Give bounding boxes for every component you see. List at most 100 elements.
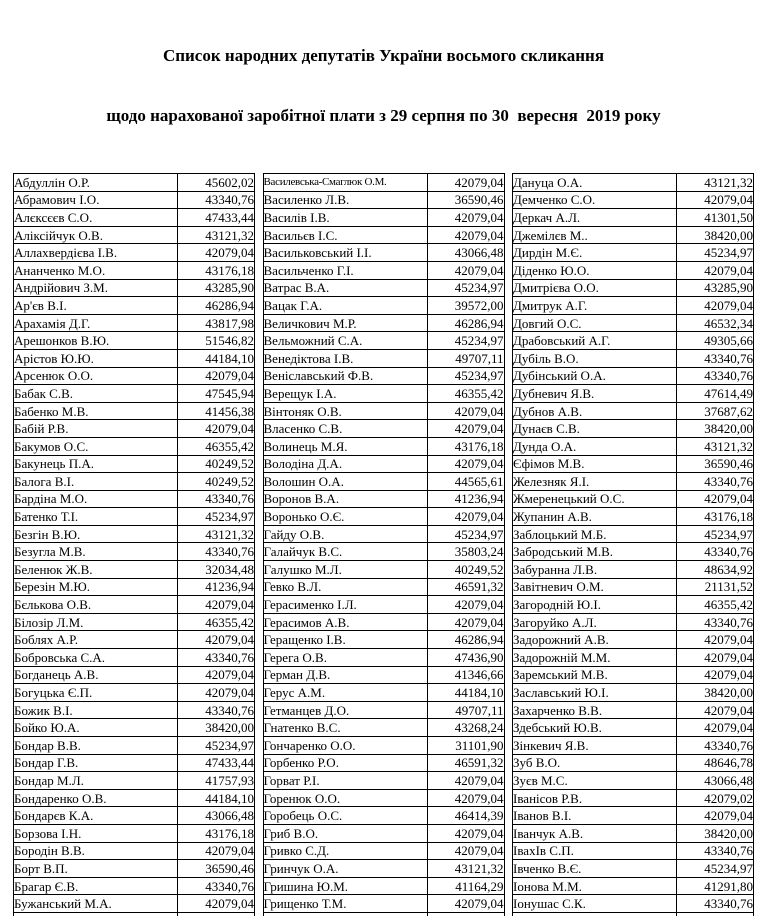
deputy-name-cell: Балога В.І. xyxy=(13,472,178,491)
table-row: Василевська-Смаглюк О.М. 42079,04 xyxy=(262,173,505,192)
table-row: Гривко С.Д. 42079,04 xyxy=(262,841,505,861)
deputy-name-cell: Арсенюк О.О. xyxy=(13,366,178,386)
deputy-name-cell: Бондарєв К.А. xyxy=(13,806,178,825)
deputy-name-cell: Іонушас С.К. xyxy=(512,894,677,913)
table-row: Іоффе Ю.Я.43340,76 xyxy=(512,911,754,916)
deputy-name-cell: Дубіль В.О. xyxy=(512,348,677,368)
salary-amount-cell: 42079,04 xyxy=(177,894,255,913)
table-row: Бакунець П.А. 40249,52 xyxy=(13,454,255,474)
deputy-name-cell: Безгін В.Ю. xyxy=(13,524,178,544)
deputy-name-cell: Волошин О.А. xyxy=(262,472,428,491)
table-row: Вацак Г.А. 39572,00 xyxy=(262,296,505,315)
salary-amount-cell: 43121,32 xyxy=(177,225,255,245)
table-row: Воронов В.А. 41236,94 xyxy=(262,489,505,509)
table-row: Абдуллін О.Р. 45602,02 xyxy=(13,173,255,192)
table-row: Івченко В.Є. 45234,97 xyxy=(512,859,754,878)
table-row: Зуб В.О. 48646,78 xyxy=(512,753,754,773)
deputy-name-cell: Забродський М.В. xyxy=(512,542,677,562)
salary-amount-cell: 46355,42 xyxy=(676,595,754,614)
table-row: Демченко С.О. 42079,04 xyxy=(512,190,754,210)
table-row: Бородін В.В. 42079,04 xyxy=(13,841,255,861)
table-row: Богданець А.В. 42079,04 xyxy=(13,665,255,685)
salary-amount-cell: 42079,04 xyxy=(177,683,255,702)
salary-amount-cell: 42079,04 xyxy=(426,419,505,438)
deputy-name-cell: Божик В.І. xyxy=(13,700,178,720)
table-row: Власенко С.В. 42079,04 xyxy=(262,419,505,438)
table-row: Дубнов А.В. 37687,62 xyxy=(512,401,754,421)
deputy-name-cell: Аліксійчук О.В. xyxy=(13,225,178,245)
deputy-name-cell: Бондаренко О.В. xyxy=(13,788,178,808)
salary-amount-cell: 45234,97 xyxy=(676,524,754,544)
deputy-name-cell: Вацак Г.А. xyxy=(262,296,428,315)
table-row: Джемілєв М.. 38420,00 xyxy=(512,225,754,245)
salary-amount-cell: 44565,61 xyxy=(426,472,505,491)
deputy-name-cell: Дубневич Я.В. xyxy=(512,384,677,403)
salary-amount-cell: 42079,04 xyxy=(676,665,754,685)
salary-amount-cell: 46591,32 xyxy=(426,577,505,597)
table-row: Захарченко В.В. 42079,04 xyxy=(512,700,754,720)
table-row: Бондаренко О.В. 44184,10 xyxy=(13,788,255,808)
table-row: Андрійович З.М. 43285,90 xyxy=(13,278,255,298)
salary-amount-cell: 45234,97 xyxy=(426,524,505,544)
table-row: Арахамія Д.Г. 43817,98 xyxy=(13,313,255,333)
deputy-name-cell: Горобець О.С. xyxy=(262,806,428,825)
table-row: Герасимов А.В. 42079,04 xyxy=(262,612,505,632)
table-row: Гринчук О.А. 43121,32 xyxy=(262,859,505,878)
table-row: Загоруйко А.Л. 43340,76 xyxy=(512,612,754,632)
table-row: Зінкевич Я.В. 43340,76 xyxy=(512,736,754,755)
table-row: Дануца О.А. 43121,32 xyxy=(512,173,754,192)
salary-amount-cell: 46286,94 xyxy=(177,296,255,315)
table-row: Герега О.В. 47436,90 xyxy=(262,648,505,667)
deputy-name-cell: Ватрас В.А. xyxy=(262,278,428,298)
table-row: Величкович М.Р. 46286,94 xyxy=(262,313,505,333)
deputy-name-cell: Бакумов О.С. xyxy=(13,436,178,456)
table-row: Горобець О.С. 46414,39 xyxy=(262,806,505,825)
table-row: Іванчук А.В. 38420,00 xyxy=(512,823,754,843)
salary-amount-cell: 43340,76 xyxy=(676,894,754,913)
deputy-name-cell: Безугла М.В. xyxy=(13,542,178,562)
salary-amount-cell: 45234,97 xyxy=(676,859,754,878)
table-row: Васильєв І.С. 42079,04 xyxy=(262,225,505,245)
table-row: Вінтоняк О.В. 42079,04 xyxy=(262,401,505,421)
deputy-name-cell: Волинець М.Я. xyxy=(262,436,428,456)
salary-amount-cell: 41236,94 xyxy=(177,577,255,597)
table-row: Дмитрієва О.О. 43285,90 xyxy=(512,278,754,298)
deputy-name-cell: Березін М.Ю. xyxy=(13,577,178,597)
deputy-name-cell: Заремський М.В. xyxy=(512,665,677,685)
salary-amount-cell: 31101,90 xyxy=(426,736,505,755)
deputy-name-cell: Гринчук О.А. xyxy=(262,859,428,878)
deputy-name-cell: Грищенко Т.М. xyxy=(262,894,428,913)
salary-amount-cell: 42079,04 xyxy=(426,507,505,526)
deputy-name-cell: Дмитрієва О.О. xyxy=(512,278,677,298)
table-row: Брагар Є.В. 43340,76 xyxy=(13,876,255,896)
salary-amount-cell: 49707,11 xyxy=(426,700,505,720)
deputy-name-cell: Борт В.П. xyxy=(13,859,178,878)
salary-amount-cell: 41301,50 xyxy=(676,208,754,227)
deputy-name-cell: Алєксєєв С.О. xyxy=(13,208,178,227)
salary-amount-cell: 44184,10 xyxy=(177,788,255,808)
salary-amount-cell: 42079,04 xyxy=(177,911,255,916)
deputy-name-cell: Бакунець П.А. xyxy=(13,454,178,474)
deputy-name-cell: Вельможний С.А. xyxy=(262,331,428,350)
table-row: Білозір Л.М. 46355,42 xyxy=(13,612,255,632)
table-row: Бойко Ю.А. 38420,00 xyxy=(13,718,255,737)
table-row: Дубінський О.А. 43340,76 xyxy=(512,366,754,386)
salary-amount-cell: 43121,32 xyxy=(676,173,754,192)
table-row: Алєксєєв С.О. 47433,44 xyxy=(13,208,255,227)
deputy-name-cell: Бабенко М.В. xyxy=(13,401,178,421)
salary-amount-cell: 47545,94 xyxy=(177,384,255,403)
salary-amount-cell: 35803,24 xyxy=(426,542,505,562)
deputy-name-cell: Дубнов А.В. xyxy=(512,401,677,421)
table-row: Борзова І.Н. 43176,18 xyxy=(13,823,255,843)
table-row: Арсенюк О.О. 42079,04 xyxy=(13,366,255,386)
deputy-name-cell: Арахамія Д.Г. xyxy=(13,313,178,333)
table-row: Діденко Ю.О. 42079,04 xyxy=(512,260,754,280)
table-row: Драбовський А.Г. 49305,66 xyxy=(512,331,754,350)
salary-amount-cell: 42079,04 xyxy=(676,489,754,509)
deputy-name-cell: Аллахвердієва І.В. xyxy=(13,243,178,262)
salary-amount-cell: 43176,18 xyxy=(177,823,255,843)
deputy-name-cell: Василенко Л.В. xyxy=(262,190,428,210)
table-row: Бакумов О.С. 46355,42 xyxy=(13,436,255,456)
table-row: Бондар В.В. 45234,97 xyxy=(13,736,255,755)
salary-amount-cell: 43268,24 xyxy=(426,718,505,737)
